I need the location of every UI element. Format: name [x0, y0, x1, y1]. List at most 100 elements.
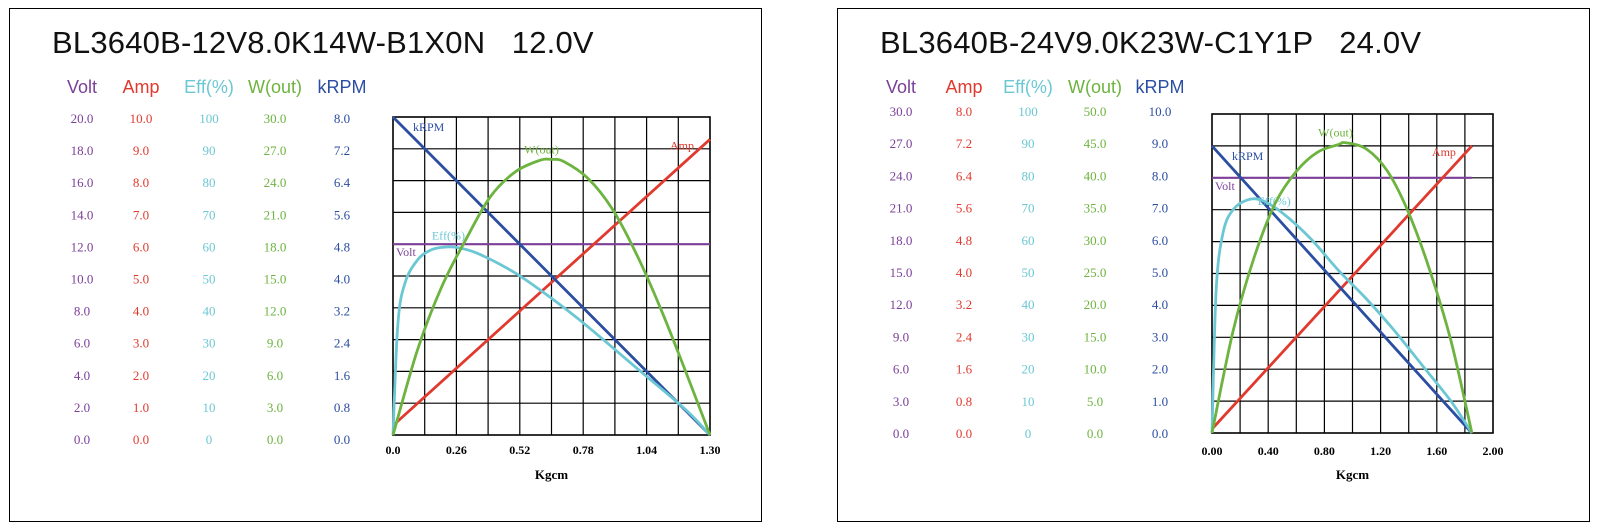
series-line-eff [391, 245, 712, 436]
x-tick-label: 1.60 [1426, 444, 1447, 458]
y-tick-label-volt: 16.0 [71, 175, 94, 190]
y-tick-label-eff: 50 [203, 272, 216, 287]
axis-header-eff: Eff(%) [184, 77, 234, 97]
y-tick-label-wout: 18.0 [264, 239, 287, 254]
y-tick-label-eff: 0 [1025, 426, 1032, 441]
y-tick-label-volt: 14.0 [71, 207, 94, 222]
series-line-krpm [392, 116, 711, 436]
y-tick-label-wout: 27.0 [264, 143, 287, 158]
y-tick-label-eff: 90 [203, 143, 216, 158]
x-tick-label: 0.00 [1202, 444, 1223, 458]
y-tick-label-amp: 3.2 [956, 297, 972, 312]
y-tick-label-eff: 30 [1022, 329, 1035, 344]
y-tick-label-amp: 2.4 [956, 329, 973, 344]
axis-header-krpm: kRPM [318, 77, 367, 97]
y-tick-label-krpm: 1.6 [334, 368, 351, 383]
y-tick-label-wout: 15.0 [264, 272, 287, 287]
y-tick-label-amp: 6.4 [956, 168, 973, 183]
y-tick-label-volt: 3.0 [893, 394, 909, 409]
y-tick-label-eff: 30 [203, 336, 216, 351]
x-tick-label: 1.30 [700, 443, 721, 457]
y-tick-label-volt: 8.0 [74, 304, 90, 319]
y-tick-label-eff: 60 [203, 239, 216, 254]
y-tick-label-volt: 21.0 [890, 201, 913, 216]
y-tick-label-amp: 4.0 [956, 265, 972, 280]
y-tick-label-wout: 20.0 [1084, 297, 1107, 312]
y-tick-label-amp: 3.0 [133, 336, 149, 351]
y-tick-label-wout: 3.0 [267, 400, 283, 415]
y-tick-label-amp: 0.0 [956, 426, 972, 441]
y-tick-label-eff: 20 [1022, 362, 1035, 377]
y-tick-label-eff: 50 [1022, 265, 1035, 280]
series-label-eff: Eff(%) [432, 228, 465, 242]
y-tick-label-volt: 18.0 [890, 233, 913, 248]
plot-grid [1211, 113, 1494, 434]
y-tick-label-krpm: 8.0 [1152, 168, 1168, 183]
y-tick-label-amp: 8.0 [956, 104, 972, 119]
y-tick-label-krpm: 0.8 [334, 400, 350, 415]
axis-header-krpm: kRPM [1136, 77, 1185, 97]
y-tick-label-krpm: 6.4 [334, 175, 351, 190]
series-label-wout: W(out) [1318, 126, 1353, 140]
y-tick-label-amp: 6.0 [133, 239, 149, 254]
y-tick-label-wout: 40.0 [1084, 168, 1107, 183]
x-axis-label: Kgcm [1336, 467, 1369, 482]
y-tick-label-eff: 10 [203, 400, 216, 415]
series-line-wout [1210, 141, 1474, 434]
y-tick-label-volt: 18.0 [71, 143, 94, 158]
y-tick-label-eff: 100 [1018, 104, 1038, 119]
y-tick-label-krpm: 9.0 [1152, 136, 1168, 151]
y-tick-label-volt: 6.0 [893, 362, 909, 377]
y-tick-label-eff: 20 [203, 368, 216, 383]
chart-panel-left: BL3640B-12V8.0K14W-B1X0N 12.0V Volt 0.0 2.… [9, 8, 762, 522]
y-tick-label-volt: 4.0 [74, 368, 90, 383]
y-tick-label-eff: 40 [203, 304, 216, 319]
chart-canvas: Volt 0.0 2.0 4.0 6.0 8.0 10.0 12.0 14.0 16.0 18.0 2… [67, 77, 721, 482]
y-tick-label-krpm: 4.8 [334, 239, 350, 254]
y-tick-label-krpm: 10.0 [1149, 104, 1172, 119]
chart-title: BL3640B-12V8.0K14W-B1X0N 12.0V [52, 25, 594, 60]
y-tick-label-krpm: 5.0 [1152, 265, 1168, 280]
y-tick-label-amp: 9.0 [133, 143, 149, 158]
y-tick-label-amp: 0.0 [133, 432, 149, 447]
y-tick-label-amp: 8.0 [133, 175, 149, 190]
axis-header-volt: Volt [886, 77, 916, 97]
y-tick-label-volt: 6.0 [74, 336, 90, 351]
axis-header-volt: Volt [67, 77, 97, 97]
y-tick-label-wout: 30.0 [1084, 233, 1107, 248]
x-tick-label: 1.04 [636, 443, 657, 457]
y-tick-label-amp: 5.6 [956, 201, 973, 216]
y-tick-label-amp: 10.0 [130, 111, 153, 126]
y-tick-label-amp: 2.0 [133, 368, 149, 383]
series-label-amp: Amp [1432, 145, 1456, 159]
y-tick-label-krpm: 7.0 [1152, 201, 1168, 216]
y-tick-label-krpm: 4.0 [334, 272, 350, 287]
y-tick-label-krpm: 7.2 [334, 143, 350, 158]
y-tick-label-eff: 100 [199, 111, 219, 126]
y-tick-label-eff: 80 [1022, 168, 1035, 183]
y-tick-label-volt: 0.0 [74, 432, 90, 447]
y-tick-label-volt: 30.0 [890, 104, 913, 119]
y-tick-label-eff: 70 [203, 207, 216, 222]
plot-grid [392, 116, 711, 436]
y-tick-label-volt: 20.0 [71, 111, 94, 126]
y-tick-label-wout: 0.0 [267, 432, 283, 447]
y-tick-label-volt: 15.0 [890, 265, 913, 280]
series-line-wout [391, 157, 712, 436]
y-tick-label-wout: 15.0 [1084, 329, 1107, 344]
y-tick-label-krpm: 1.0 [1152, 394, 1168, 409]
y-tick-label-krpm: 3.0 [1152, 329, 1168, 344]
axis-header-amp: Amp [122, 77, 159, 97]
y-tick-label-volt: 0.0 [893, 426, 909, 441]
y-tick-label-krpm: 5.6 [334, 207, 351, 222]
x-tick-label: 2.00 [1483, 444, 1504, 458]
y-tick-label-krpm: 3.2 [334, 304, 350, 319]
series-line-amp [392, 138, 711, 427]
axis-header-wout: W(out) [248, 77, 302, 97]
y-tick-label-krpm: 2.0 [1152, 362, 1168, 377]
y-tick-label-eff: 40 [1022, 297, 1035, 312]
y-tick-label-wout: 25.0 [1084, 265, 1107, 280]
y-tick-label-volt: 12.0 [71, 239, 94, 254]
x-tick-label: 0.0 [386, 443, 401, 457]
series-line-krpm [1210, 144, 1473, 434]
